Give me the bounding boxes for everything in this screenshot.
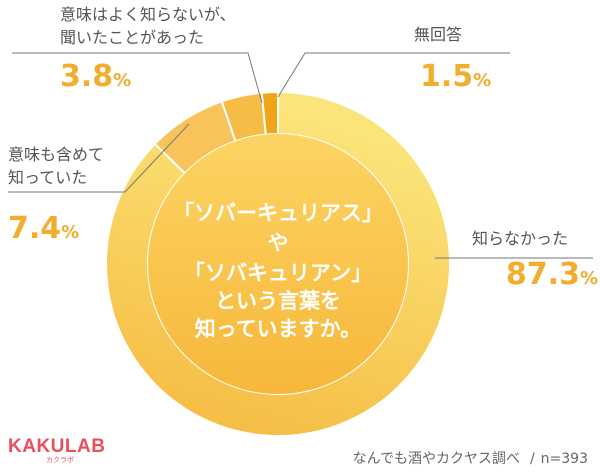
slice-label-0-line-0: 知らなかった — [472, 229, 568, 248]
slice-label-2-line-1: 聞いたことがあった — [60, 28, 204, 47]
slice-label-1-line-1: 知っていた — [8, 168, 87, 187]
center-title-line-2: 「ソバキュリアン」 — [184, 261, 372, 285]
center-title-line-1: や — [268, 231, 289, 255]
logo-subtext: カクラボ — [46, 456, 74, 464]
slice-label-2-line-0: 意味はよく知らないが、 — [60, 5, 236, 24]
center-title-line-0: 「ソバーキュリアス」 — [173, 201, 383, 225]
slice-value-3: 1.5% — [420, 59, 491, 94]
center-title-line-3: という言葉を — [215, 289, 341, 313]
slice-value-1: 7.4% — [8, 211, 79, 246]
sample-size: n=393 — [540, 451, 588, 467]
leader-line-1 — [8, 123, 190, 193]
center-title-line-4: 知っていますか。 — [195, 317, 362, 341]
slice-value-2: 3.8% — [60, 59, 131, 94]
slice-value-0: 87.3% — [506, 257, 598, 292]
slice-3 — [260, 90, 279, 136]
leader-line-3 — [277, 52, 510, 98]
donut-center — [148, 134, 408, 394]
slice-label-1-line-0: 意味も含めて — [8, 145, 104, 164]
kakulabo-logo: KAKULAB カクラボ — [8, 437, 105, 464]
survey-source: なんでも酒やカクヤス調べ / n=393 — [352, 451, 588, 467]
logo-text: KAKULAB — [8, 436, 106, 457]
source-text: なんでも酒やカクヤス調べ — [352, 451, 520, 467]
slice-label-3-line-0: 無回答 — [414, 25, 462, 44]
leader-line-2 — [12, 52, 263, 104]
